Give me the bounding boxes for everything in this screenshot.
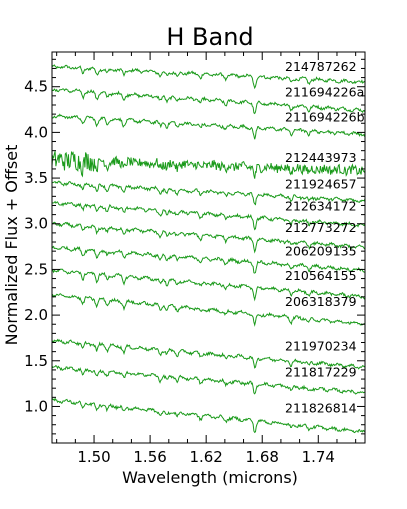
spectrum-211694226b [52,113,365,140]
series-label-211826814: 211826814 [285,401,357,416]
spectrum-212634172 [52,200,365,231]
x-tick-label: 1.56 [133,448,166,466]
y-tick-label: 2.5 [24,260,48,278]
spectrum-211817229 [52,364,365,395]
spectrum-211826814 [52,397,365,434]
x-tick-label: 1.50 [77,448,110,466]
spectrum-211924657 [52,180,365,206]
plot-frame [51,51,366,444]
series-group [52,64,365,434]
series-labels: 214787262 211694226a 211694226b 212443973 21… [285,59,365,416]
series-label-212773272: 212773272 [285,220,357,235]
series-label-206209135: 206209135 [285,243,357,258]
spectrum-206209135 [52,245,365,274]
y-tick-label: 4.0 [24,123,48,141]
spectrum-212773272 [52,221,365,254]
y-tick-label: 4.5 [24,78,48,96]
y-tick-label: 1.0 [24,397,48,415]
x-tick-label: 1.74 [302,448,335,466]
series-label-211694226b: 211694226b [285,110,365,125]
series-label-210564155: 210564155 [285,268,357,283]
spectrum-214787262 [52,64,365,90]
y-tick-label: 3.5 [24,169,48,187]
axes: 1.50 1.56 1.62 1.68 1.74 1.0 1.5 2.0 2.5 3.0 3.5 4.… [24,51,366,466]
y-tick-label: 3.0 [24,215,48,233]
spectrum-210564155 [52,268,365,302]
x-tick-label: 1.68 [246,448,279,466]
x-tick-label: 1.62 [189,448,222,466]
series-label-211817229: 211817229 [285,364,357,379]
series-label-211970234: 211970234 [285,338,357,353]
series-label-211694226a: 211694226a [285,84,364,99]
y-axis-label: Normalized Flux + Offset [2,145,21,346]
series-label-212634172: 212634172 [285,199,357,214]
spectrum-206318379 [52,293,365,327]
spectrum-211694226a [52,88,365,115]
series-label-211924657: 211924657 [285,176,357,191]
series-label-214787262: 214787262 [285,59,357,74]
y-tick-label: 2.0 [24,306,48,324]
x-axis-label: Wavelength (microns) [122,468,298,487]
series-label-212443973: 212443973 [285,150,357,165]
y-tick-label: 1.5 [24,352,48,370]
series-label-206318379: 206318379 [285,294,357,309]
spectrum-212443973 [52,151,365,179]
spectrum-211970234 [52,338,365,370]
chart-title: H Band [166,23,253,51]
